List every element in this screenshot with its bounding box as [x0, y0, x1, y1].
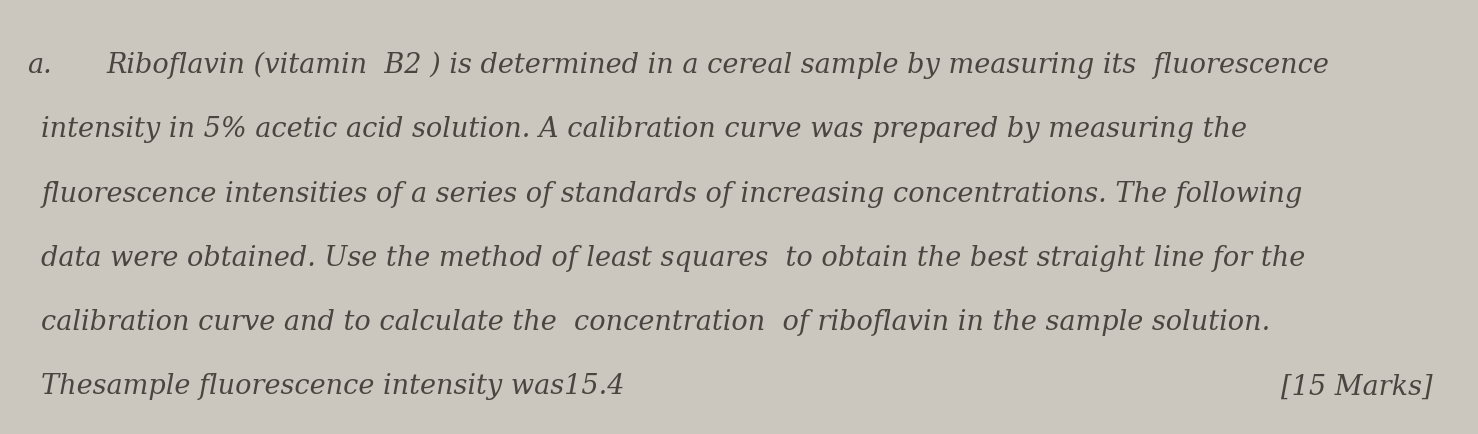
Text: Thesample fluorescence intensity was15.4: Thesample fluorescence intensity was15.4	[41, 373, 625, 400]
Text: data were obtained. Use the method of least squares  to obtain the best straight: data were obtained. Use the method of le…	[41, 245, 1305, 272]
Text: a.: a.	[27, 52, 52, 79]
Text: calibration curve and to calculate the  concentration  of riboflavin in the samp: calibration curve and to calculate the c…	[41, 309, 1271, 336]
Text: intensity in 5% acetic acid solution. A calibration curve was prepared by measur: intensity in 5% acetic acid solution. A …	[41, 116, 1247, 143]
Text: fluorescence intensities of a series of standards of increasing concentrations. : fluorescence intensities of a series of …	[41, 181, 1302, 207]
Text: Riboflavin (vitamin  B2 ) is determined in a cereal sample by measuring its  flu: Riboflavin (vitamin B2 ) is determined i…	[106, 52, 1329, 79]
Text: [15 Marks]: [15 Marks]	[1281, 373, 1432, 400]
